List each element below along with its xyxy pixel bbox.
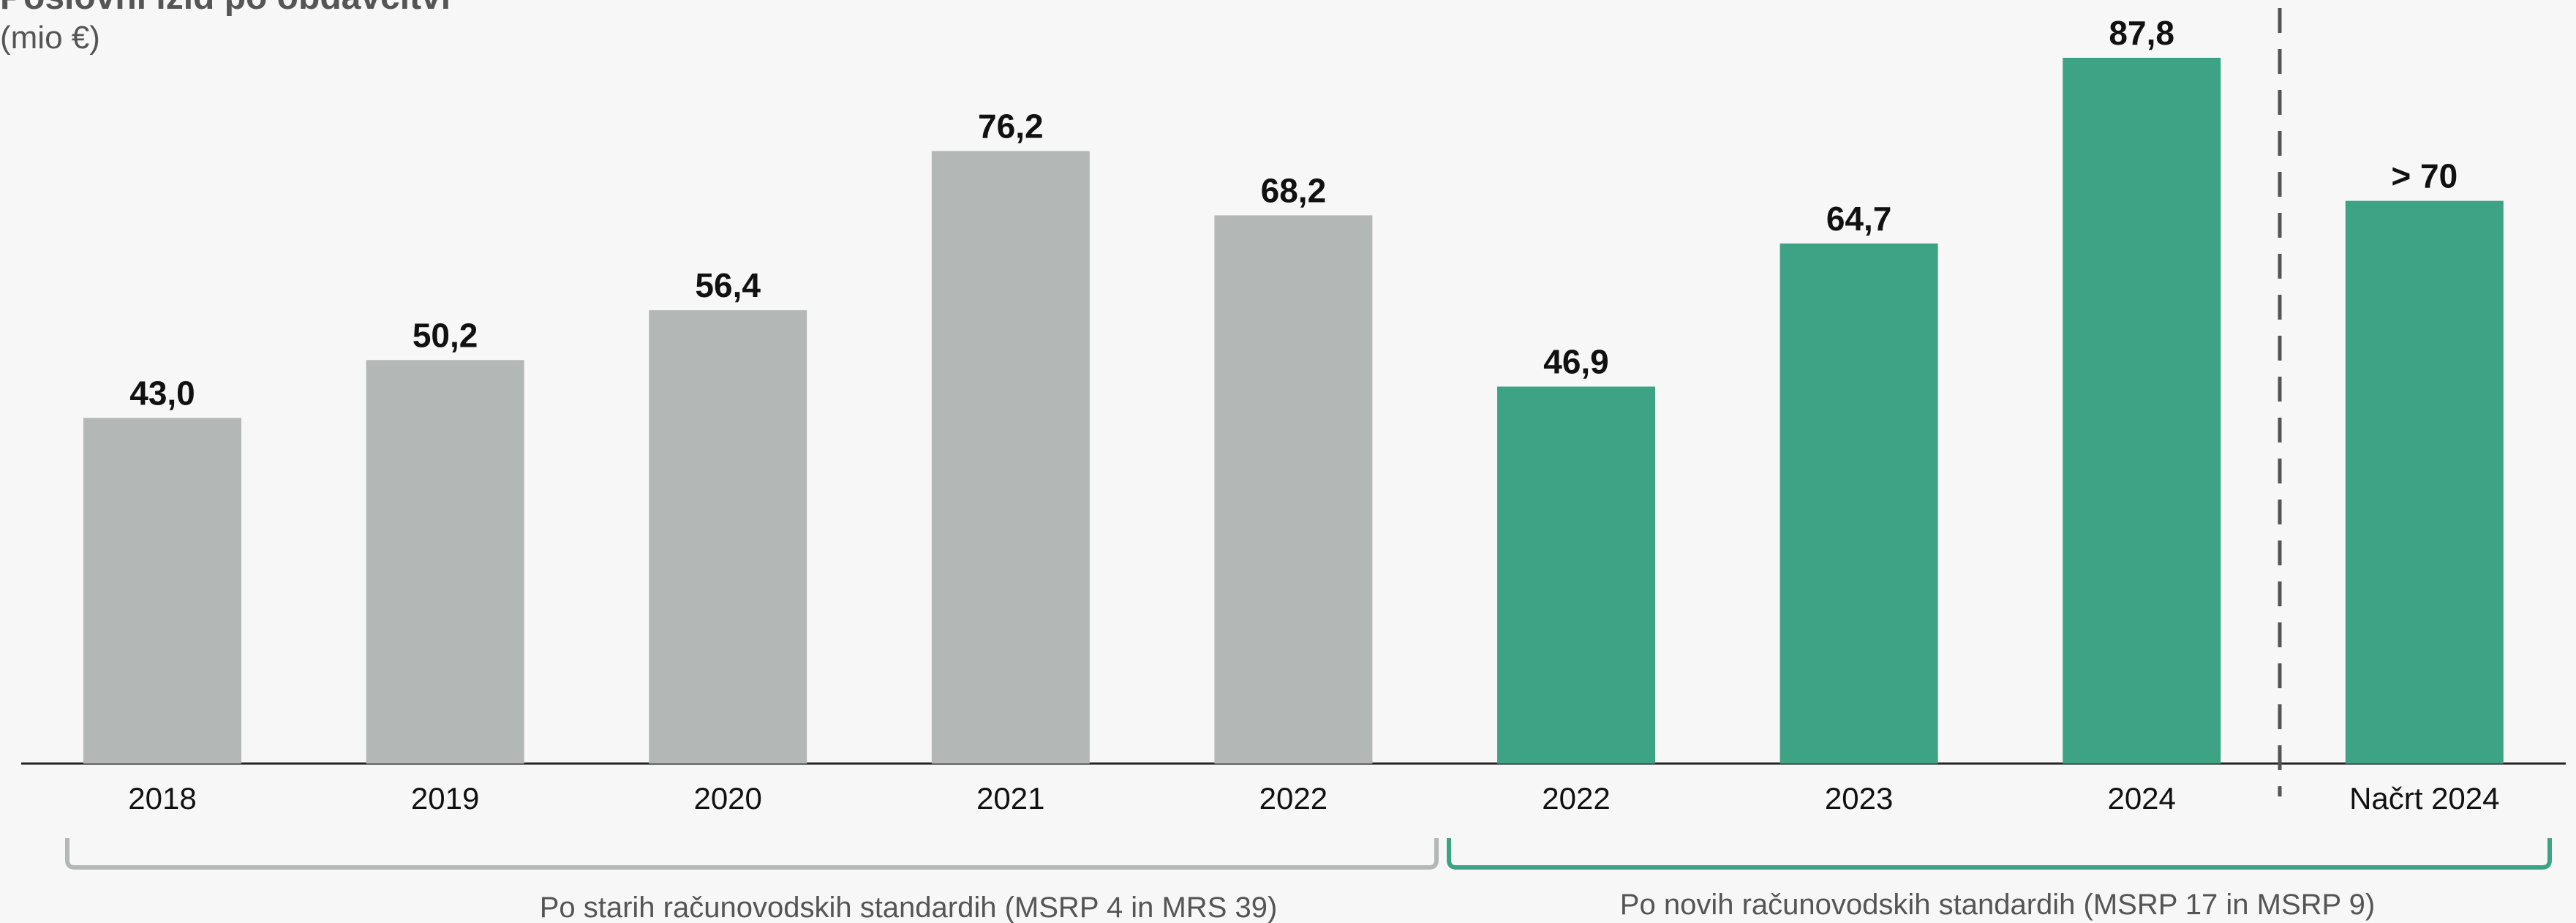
bar (649, 310, 807, 764)
bar (2345, 200, 2504, 764)
x-tick-label: 2022 (1259, 781, 1327, 815)
value-label: 50,2 (413, 316, 478, 354)
bar (366, 360, 524, 764)
x-tick-label: Načrt 2024 (2349, 781, 2499, 815)
value-label: 76,2 (978, 107, 1044, 145)
bar (2063, 58, 2221, 764)
value-label: 68,2 (1261, 171, 1327, 209)
bar (931, 151, 1090, 764)
value-label: 87,8 (2109, 14, 2174, 52)
bar (1780, 243, 1938, 764)
bar (83, 418, 241, 764)
x-tick-label: 2019 (411, 781, 479, 815)
x-tick-label: 2021 (976, 781, 1044, 815)
x-tick-label: 2018 (128, 781, 196, 815)
x-tick-label: 2023 (1825, 781, 1893, 815)
group-label: Po starih računovodskih standardih (MSRP… (540, 892, 1278, 923)
value-label: 43,0 (129, 374, 195, 412)
value-label: > 70 (2391, 157, 2458, 195)
x-tick-label: 2022 (1542, 781, 1610, 815)
bar (1497, 386, 1655, 764)
group-bracket (1447, 838, 2552, 870)
group-label: Po novih računovodskih standardih (MSRP … (1620, 889, 2375, 921)
value-label: 46,9 (1543, 343, 1609, 381)
bar (1214, 215, 1373, 764)
value-label: 64,7 (1826, 200, 1892, 238)
chart-subtitle: (mio €) (0, 20, 100, 56)
group-bracket (65, 838, 1439, 870)
chart-title: Poslovni izid po obdavčitvi (0, 0, 451, 17)
value-label: 56,4 (695, 266, 761, 304)
x-tick-label: 2020 (693, 781, 761, 815)
x-tick-label: 2024 (2107, 781, 2175, 815)
